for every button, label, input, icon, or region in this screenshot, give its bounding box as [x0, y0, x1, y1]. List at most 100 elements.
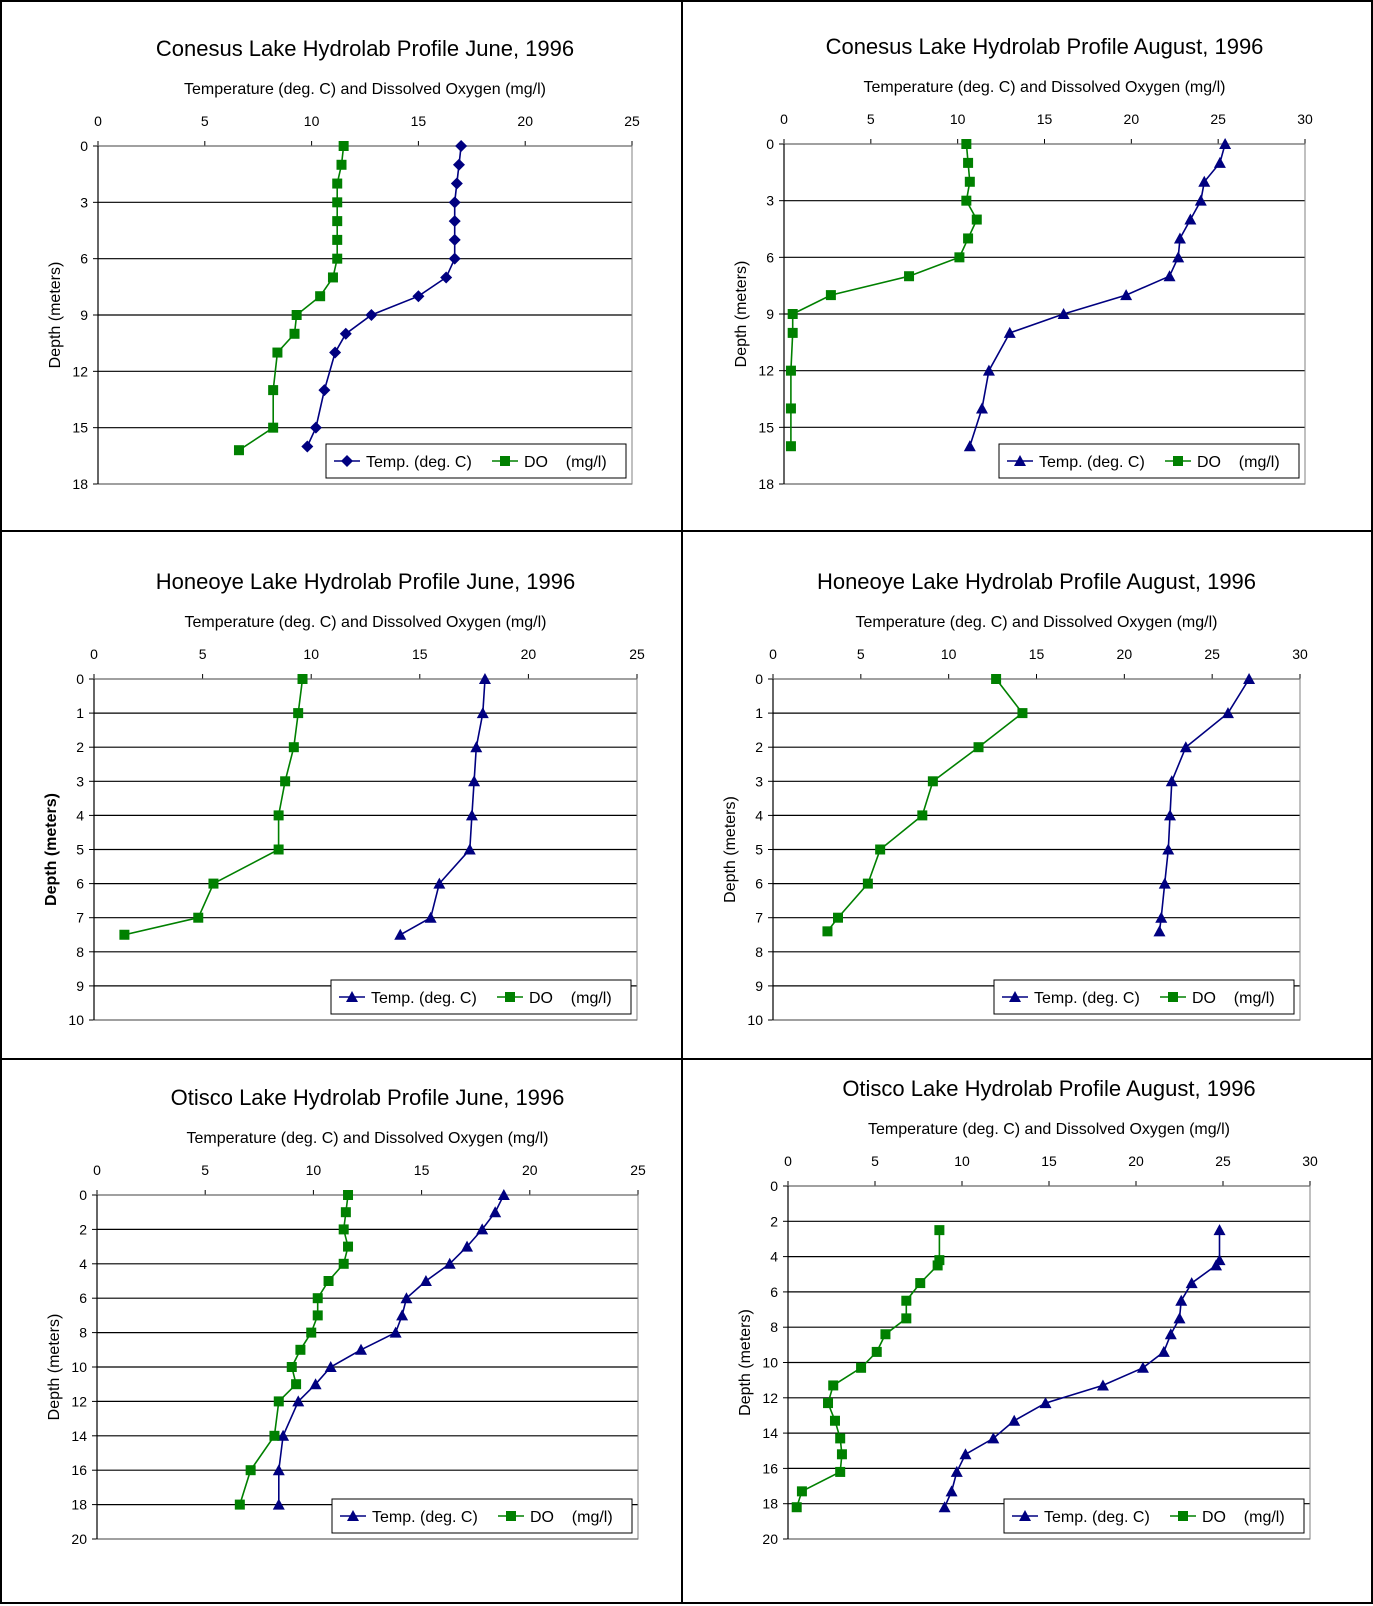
- data-point: [272, 347, 283, 358]
- data-point: [323, 1276, 334, 1286]
- y-tick-label: 12: [72, 363, 88, 379]
- y-tick-label: 2: [770, 1213, 778, 1229]
- data-point: [329, 346, 342, 359]
- data-point: [208, 878, 219, 889]
- chart-svg: Conesus Lake Hydrolab Profile June, 1996…: [47, 36, 640, 492]
- data-point: [297, 674, 308, 684]
- data-point: [1184, 213, 1197, 225]
- data-point: [963, 157, 974, 168]
- x-tick-label: 0: [93, 1162, 101, 1178]
- chart-svg: Otisco Lake Hydrolab Profile June, 1996 T…: [46, 1085, 646, 1547]
- legend-box: [325, 443, 627, 479]
- y-axis-label: Depth (meters): [722, 796, 739, 903]
- series-line: [399, 678, 486, 936]
- data-point: [1153, 925, 1166, 937]
- chart-panel: Honeoye Lake Hydrolab Profile June, 1996…: [0, 530, 683, 1060]
- data-point: [932, 1260, 943, 1271]
- legend-label: DO (mg/l): [524, 454, 607, 471]
- data-point: [828, 1380, 839, 1391]
- data-point: [1172, 251, 1185, 263]
- data-point: [875, 844, 886, 855]
- y-tick-label: 9: [80, 307, 88, 323]
- data-point: [295, 1344, 306, 1355]
- data-point: [448, 233, 461, 246]
- y-tick-label: 2: [79, 1221, 87, 1237]
- x-tick-label: 15: [1041, 1153, 1057, 1169]
- data-point: [971, 214, 982, 225]
- chart-layer: Honeoye Lake Hydrolab Profile June, 1996…: [43, 569, 645, 1028]
- data-point: [273, 1396, 284, 1407]
- data-point: [1221, 707, 1234, 719]
- x-tick-label: 0: [780, 111, 788, 127]
- chart-layer: Conesus Lake Hydrolab Profile June, 1996…: [47, 36, 640, 492]
- x-tick-label: 20: [1128, 1153, 1144, 1169]
- data-point: [785, 403, 796, 414]
- legend-marker: [346, 991, 358, 1002]
- data-point: [1213, 156, 1226, 168]
- y-tick-label: 5: [755, 842, 763, 858]
- y-axis-label: Depth (meters): [43, 793, 60, 906]
- chart-panel: Conesus Lake Hydrolab Profile June, 1996…: [0, 0, 683, 532]
- series-line: [969, 143, 1226, 447]
- x-tick-label: 15: [1029, 646, 1045, 662]
- data-point: [904, 271, 915, 282]
- x-tick-label: 20: [522, 1162, 538, 1178]
- chart-layer: Honeoye Lake Hydrolab Profile August, 19…: [722, 569, 1308, 1028]
- data-point: [288, 742, 299, 753]
- legend-label: Temp. (deg. C): [1044, 1509, 1150, 1526]
- data-point: [1219, 138, 1232, 149]
- x-axis-label: Temperature (deg. C) and Dissolved Oxyge…: [868, 1121, 1230, 1138]
- data-point: [400, 1292, 413, 1304]
- data-point: [338, 1258, 349, 1269]
- data-point: [975, 402, 988, 414]
- data-point: [291, 1379, 302, 1390]
- x-tick-label: 5: [199, 646, 207, 662]
- data-point: [991, 674, 1002, 684]
- data-point: [954, 252, 965, 263]
- data-point: [829, 1415, 840, 1426]
- x-tick-label: 10: [306, 1162, 322, 1178]
- y-tick-label: 18: [71, 1497, 87, 1513]
- data-point: [497, 1189, 510, 1200]
- y-tick-label: 7: [76, 910, 84, 926]
- legend-marker: [1009, 991, 1021, 1002]
- data-point: [448, 196, 461, 209]
- data-point: [1164, 809, 1177, 821]
- data-point: [332, 216, 343, 227]
- y-tick-label: 9: [766, 306, 774, 322]
- data-point: [286, 1362, 297, 1372]
- legend-box: [998, 443, 1300, 479]
- x-tick-label: 30: [1297, 111, 1313, 127]
- data-point: [1243, 673, 1256, 684]
- data-point: [309, 421, 322, 434]
- data-point: [292, 1395, 305, 1407]
- legend-box: [331, 1498, 633, 1534]
- data-point: [412, 290, 425, 303]
- data-point: [448, 252, 461, 265]
- data-point: [277, 1429, 290, 1441]
- data-point: [478, 673, 491, 684]
- data-point: [461, 1240, 474, 1252]
- legend-box: [993, 979, 1295, 1015]
- y-tick-label: 12: [762, 1390, 778, 1406]
- data-point: [455, 140, 468, 152]
- x-tick-label: 0: [769, 646, 777, 662]
- data-point: [1173, 1312, 1186, 1324]
- data-point: [339, 327, 352, 340]
- chart-title: Honeoye Lake Hydrolab Profile August, 19…: [817, 569, 1256, 594]
- y-tick-label: 12: [758, 363, 774, 379]
- series-line: [306, 145, 462, 447]
- y-tick-label: 6: [766, 249, 774, 265]
- data-point: [476, 1223, 489, 1235]
- series-line: [239, 1194, 349, 1505]
- legend-label: DO (mg/l): [530, 1509, 613, 1526]
- legend-label: DO (mg/l): [1202, 1509, 1285, 1526]
- y-tick-label: 4: [755, 807, 763, 823]
- data-point: [309, 1378, 322, 1390]
- data-point: [306, 1327, 317, 1338]
- x-axis-label: Temperature (deg. C) and Dissolved Oxyge…: [184, 81, 546, 98]
- x-tick-label: 10: [304, 113, 320, 129]
- y-tick-label: 16: [762, 1460, 778, 1476]
- data-point: [1165, 775, 1178, 787]
- legend-label: DO (mg/l): [1192, 990, 1275, 1007]
